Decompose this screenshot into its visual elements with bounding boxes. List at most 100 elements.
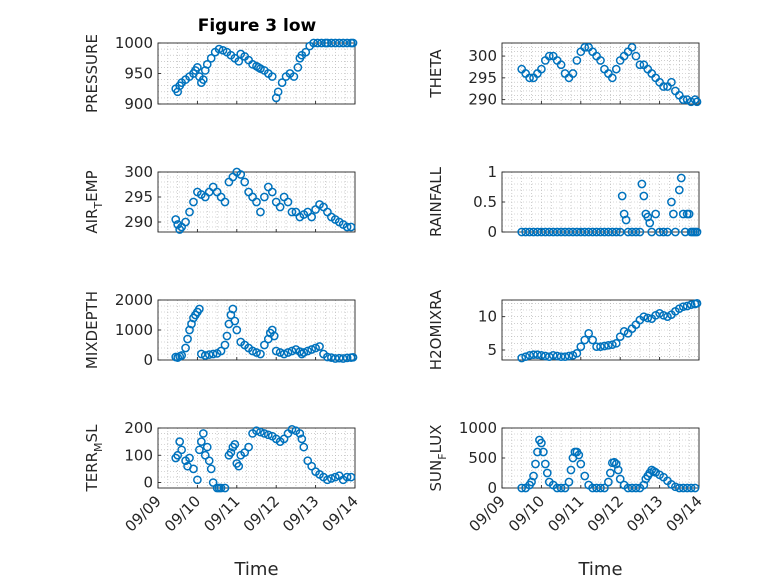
- y-tick-label: 1: [487, 163, 497, 181]
- data-point: [580, 471, 590, 481]
- data-point: [613, 465, 623, 475]
- data-point: [175, 437, 185, 446]
- data-point: [346, 472, 356, 482]
- figure-title: Figure 3 low: [198, 16, 317, 36]
- y-tick-label: 290: [124, 213, 153, 231]
- data-point: [533, 350, 542, 360]
- panel-5: 0 1000 2000 MIXDEPTH: [83, 291, 358, 369]
- data-point: [216, 346, 226, 356]
- x-tick-label: 09/13: [279, 492, 322, 535]
- data-point: [222, 331, 232, 341]
- data-point: [560, 352, 570, 362]
- data-point: [260, 340, 269, 350]
- series-markers: [171, 304, 358, 363]
- axes-box: [157, 171, 356, 233]
- data-point: [604, 477, 613, 487]
- series-markers: [517, 173, 702, 237]
- data-point: [659, 227, 668, 237]
- data-point: [256, 427, 265, 437]
- data-point: [175, 225, 185, 234]
- data-point: [206, 53, 216, 63]
- y-tick-label: 0: [487, 223, 497, 241]
- data-point: [631, 51, 641, 61]
- data-point: [540, 459, 550, 469]
- data-point: [193, 475, 202, 485]
- y-axis-label: SUNFLUX: [427, 425, 449, 492]
- data-point: [240, 177, 250, 187]
- data-point: [216, 483, 226, 493]
- data-point: [214, 44, 224, 54]
- data-point: [584, 328, 594, 338]
- data-point: [568, 69, 578, 78]
- x-axis-label: Time: [577, 559, 622, 580]
- data-point: [635, 60, 645, 70]
- data-point: [303, 346, 313, 356]
- data-point: [678, 95, 688, 104]
- data-point: [521, 352, 530, 362]
- data-point: [256, 207, 265, 217]
- data-point: [269, 331, 279, 341]
- axes-box: [157, 427, 356, 489]
- y-tick-label: 2000: [115, 291, 153, 309]
- data-point: [606, 468, 615, 478]
- data-point: [566, 465, 576, 475]
- data-point: [576, 342, 586, 352]
- data-point: [279, 434, 289, 444]
- data-point: [299, 348, 309, 357]
- x-tick-label: 09/10: [161, 492, 204, 535]
- data-point: [307, 345, 317, 354]
- data-point: [317, 38, 326, 48]
- data-point: [574, 450, 584, 460]
- data-point: [228, 304, 238, 314]
- data-point: [600, 341, 609, 351]
- data-point: [315, 342, 324, 351]
- y-tick-label: 0: [487, 479, 497, 497]
- data-point: [671, 227, 680, 237]
- data-point: [236, 170, 246, 179]
- y-tick-label: 0.5: [473, 193, 497, 211]
- series-markers: [517, 43, 702, 107]
- data-point: [301, 47, 311, 57]
- data-point: [604, 340, 613, 350]
- data-point: [615, 474, 625, 484]
- y-tick-label: 1000: [115, 34, 153, 52]
- data-point: [189, 197, 198, 207]
- y-tick-label: 290: [468, 91, 497, 109]
- y-axis-label: TERRMSL: [83, 424, 105, 493]
- data-point: [230, 316, 240, 326]
- data-point: [307, 212, 317, 222]
- data-point: [275, 202, 285, 212]
- data-point: [690, 95, 700, 104]
- data-point: [576, 459, 586, 469]
- data-point: [283, 197, 293, 207]
- x-tick-label: 09/14: [663, 492, 706, 535]
- data-point: [297, 434, 307, 444]
- panel-1: 900 950 1000 PRESSURE: [83, 34, 358, 113]
- data-point: [607, 340, 617, 350]
- data-point: [342, 353, 352, 363]
- data-point: [348, 352, 358, 362]
- data-point: [572, 348, 582, 358]
- data-point: [244, 442, 253, 452]
- data-point: [327, 474, 336, 483]
- series-markers: [517, 435, 700, 493]
- data-point: [609, 457, 619, 467]
- axes-box: [501, 42, 700, 105]
- data-point: [671, 482, 680, 492]
- data-point: [621, 215, 631, 225]
- data-point: [537, 350, 546, 360]
- y-axis-label: AIRTEMP: [83, 170, 105, 233]
- data-point: [639, 312, 649, 322]
- data-point: [611, 227, 621, 237]
- data-point: [256, 349, 265, 359]
- y-tick-label: 0: [143, 474, 153, 492]
- data-point: [533, 447, 542, 457]
- data-point: [637, 179, 647, 189]
- data-point: [686, 300, 696, 310]
- data-point: [202, 60, 212, 69]
- data-point: [631, 227, 641, 237]
- x-tick-label: 09/11: [544, 492, 587, 535]
- data-point: [517, 483, 527, 493]
- x-tick-label: 09/12: [584, 492, 627, 535]
